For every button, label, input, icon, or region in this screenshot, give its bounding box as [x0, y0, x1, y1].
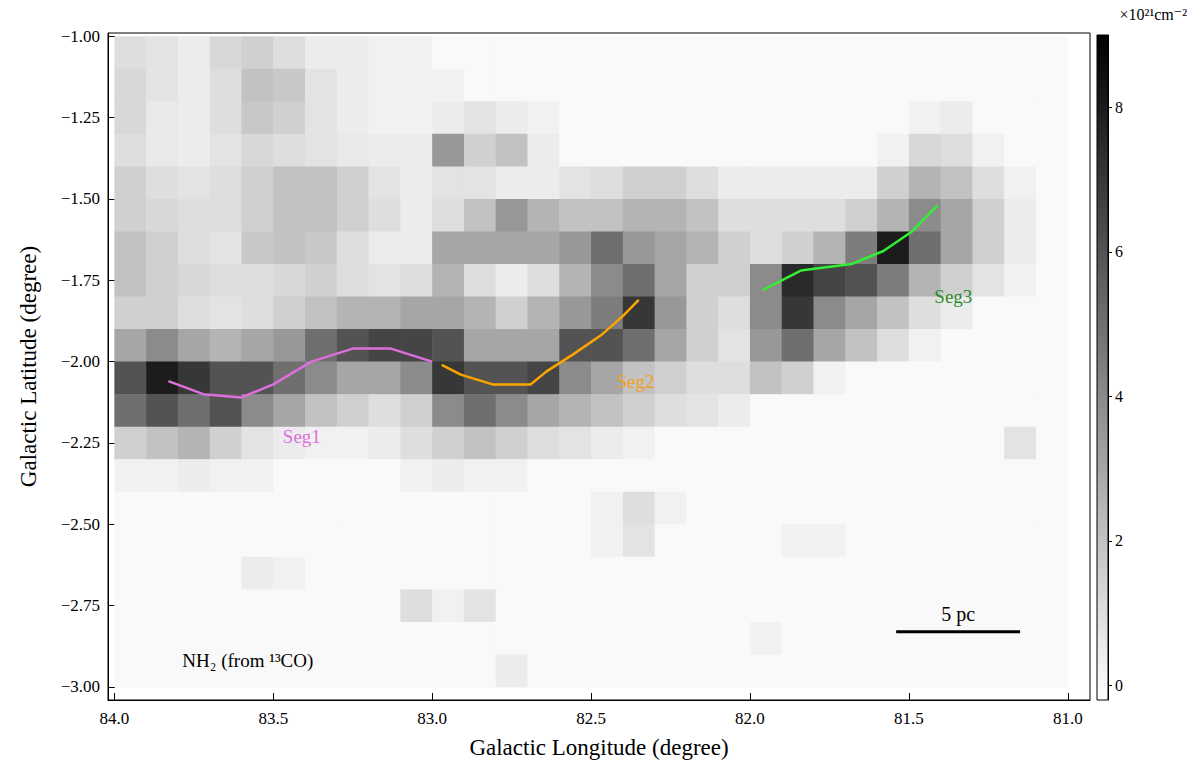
- svg-text:6: 6: [1115, 243, 1123, 260]
- svg-text:Seg3: Seg3: [934, 286, 972, 307]
- svg-text:Seg2: Seg2: [617, 371, 655, 392]
- svg-text:8: 8: [1115, 99, 1123, 116]
- svg-text:2: 2: [1115, 532, 1123, 549]
- svg-text:Seg1: Seg1: [283, 426, 321, 447]
- svg-text:83.0: 83.0: [417, 709, 447, 728]
- svg-text:83.5: 83.5: [258, 709, 288, 728]
- svg-text:−1.50: −1.50: [61, 189, 100, 208]
- svg-text:−2.75: −2.75: [61, 596, 100, 615]
- svg-text:NH₂ (from ¹³CO): NH₂ (from ¹³CO): [182, 650, 313, 672]
- svg-text:−3.00: −3.00: [61, 677, 100, 696]
- svg-text:0: 0: [1115, 677, 1123, 694]
- svg-text:−1.25: −1.25: [61, 108, 100, 127]
- svg-text:82.0: 82.0: [735, 709, 765, 728]
- svg-text:81.0: 81.0: [1053, 709, 1083, 728]
- svg-text:−1.75: −1.75: [61, 271, 100, 290]
- svg-text:−1.00: −1.00: [61, 27, 100, 46]
- svg-text:4: 4: [1115, 388, 1123, 405]
- svg-text:Galactic Longitude (degree): Galactic Longitude (degree): [469, 735, 728, 760]
- svg-text:81.5: 81.5: [894, 709, 924, 728]
- svg-text:−2.00: −2.00: [61, 352, 100, 371]
- svg-text:82.5: 82.5: [576, 709, 606, 728]
- svg-text:×10²¹cm⁻²: ×10²¹cm⁻²: [1120, 6, 1188, 23]
- svg-text:5 pc: 5 pc: [941, 603, 975, 626]
- svg-text:−2.25: −2.25: [61, 433, 100, 452]
- svg-text:−2.50: −2.50: [61, 515, 100, 534]
- svg-text:Galactic Latitude (degree): Galactic Latitude (degree): [16, 246, 41, 487]
- svg-text:84.0: 84.0: [99, 709, 129, 728]
